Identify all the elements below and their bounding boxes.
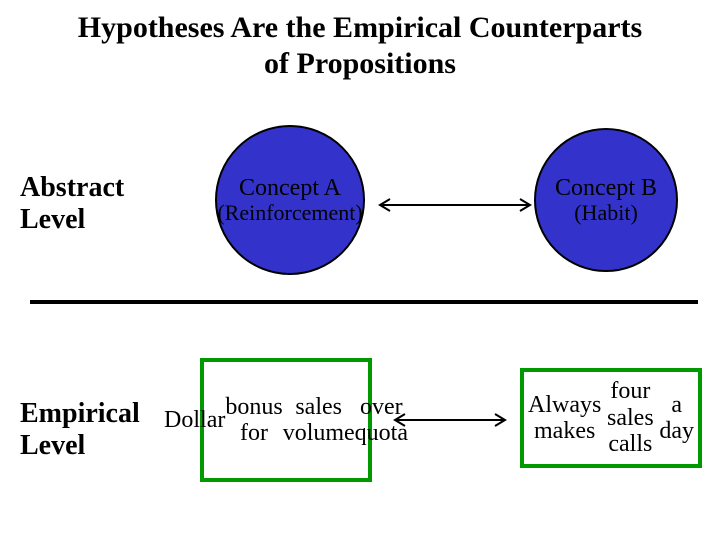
empirical-box-a: Dollarbonus forsales volumeover quota bbox=[200, 358, 372, 482]
abstract-arrow bbox=[368, 193, 542, 217]
concept-b-title: Concept B bbox=[555, 175, 657, 201]
divider-line bbox=[30, 300, 698, 304]
concept-a-sub: (Reinforcement) bbox=[217, 201, 362, 225]
concept-a-title: Concept A bbox=[239, 175, 341, 201]
concept-b-sub: (Habit) bbox=[574, 201, 638, 225]
empirical-level-label: Empirical Level bbox=[20, 398, 140, 462]
empirical-box-b: Always makesfour sales callsa day bbox=[520, 368, 702, 468]
concept-b-circle: Concept B (Habit) bbox=[534, 128, 678, 272]
title-line2: of Propositions bbox=[264, 47, 456, 80]
abstract-level-label: Abstract Level bbox=[20, 172, 124, 236]
title-line1: Hypotheses Are the Empirical Counterpart… bbox=[78, 11, 642, 44]
concept-a-circle: Concept A (Reinforcement) bbox=[215, 125, 365, 275]
page-title: Hypotheses Are the Empirical Counterpart… bbox=[0, 0, 720, 82]
empirical-arrow bbox=[383, 408, 517, 432]
